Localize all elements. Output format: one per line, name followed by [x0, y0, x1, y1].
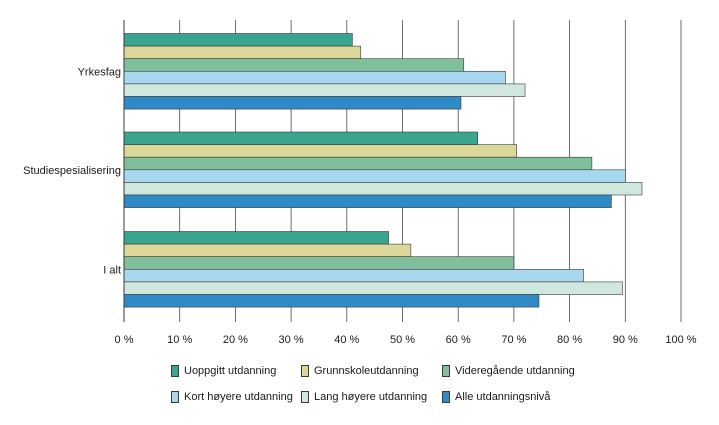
bar-0-1: [123, 45, 362, 59]
tick-label-40: 40 %: [334, 334, 359, 346]
bar-0-3: [123, 71, 506, 85]
tick-label-70: 70 %: [501, 334, 526, 346]
bar-0-0: [123, 33, 353, 47]
bar-1-0: [123, 131, 478, 145]
tick-label-100: 100 %: [665, 334, 696, 346]
bar-2-4: [123, 281, 623, 295]
tick-label-60: 60 %: [446, 334, 471, 346]
bar-2-5: [123, 294, 540, 308]
tick-label-0: 0 %: [115, 334, 134, 346]
tick-label-80: 80 %: [557, 334, 582, 346]
bar-0-2: [123, 58, 465, 72]
tick-label-10: 10 %: [167, 334, 192, 346]
bar-2-2: [123, 256, 515, 270]
tick-label-50: 50 %: [390, 334, 415, 346]
category-label-0: Yrkesfag: [78, 66, 121, 78]
tick-label-90: 90 %: [613, 334, 638, 346]
tick-label-20: 20 %: [223, 334, 248, 346]
bar-1-4: [123, 182, 643, 196]
category-label-2: I alt: [103, 264, 121, 276]
bar-2-1: [123, 243, 412, 258]
bar-2-3: [123, 268, 584, 283]
bar-1-2: [123, 156, 593, 171]
bar-2-0: [123, 231, 389, 245]
bar-1-1: [123, 144, 517, 158]
bar-1-5: [123, 194, 612, 208]
bar-0-4: [123, 83, 526, 97]
tick-label-30: 30 %: [279, 334, 304, 346]
bar-1-3: [123, 169, 626, 183]
category-label-1: Studiespesialisering: [23, 165, 121, 177]
bar-0-5: [123, 96, 462, 110]
